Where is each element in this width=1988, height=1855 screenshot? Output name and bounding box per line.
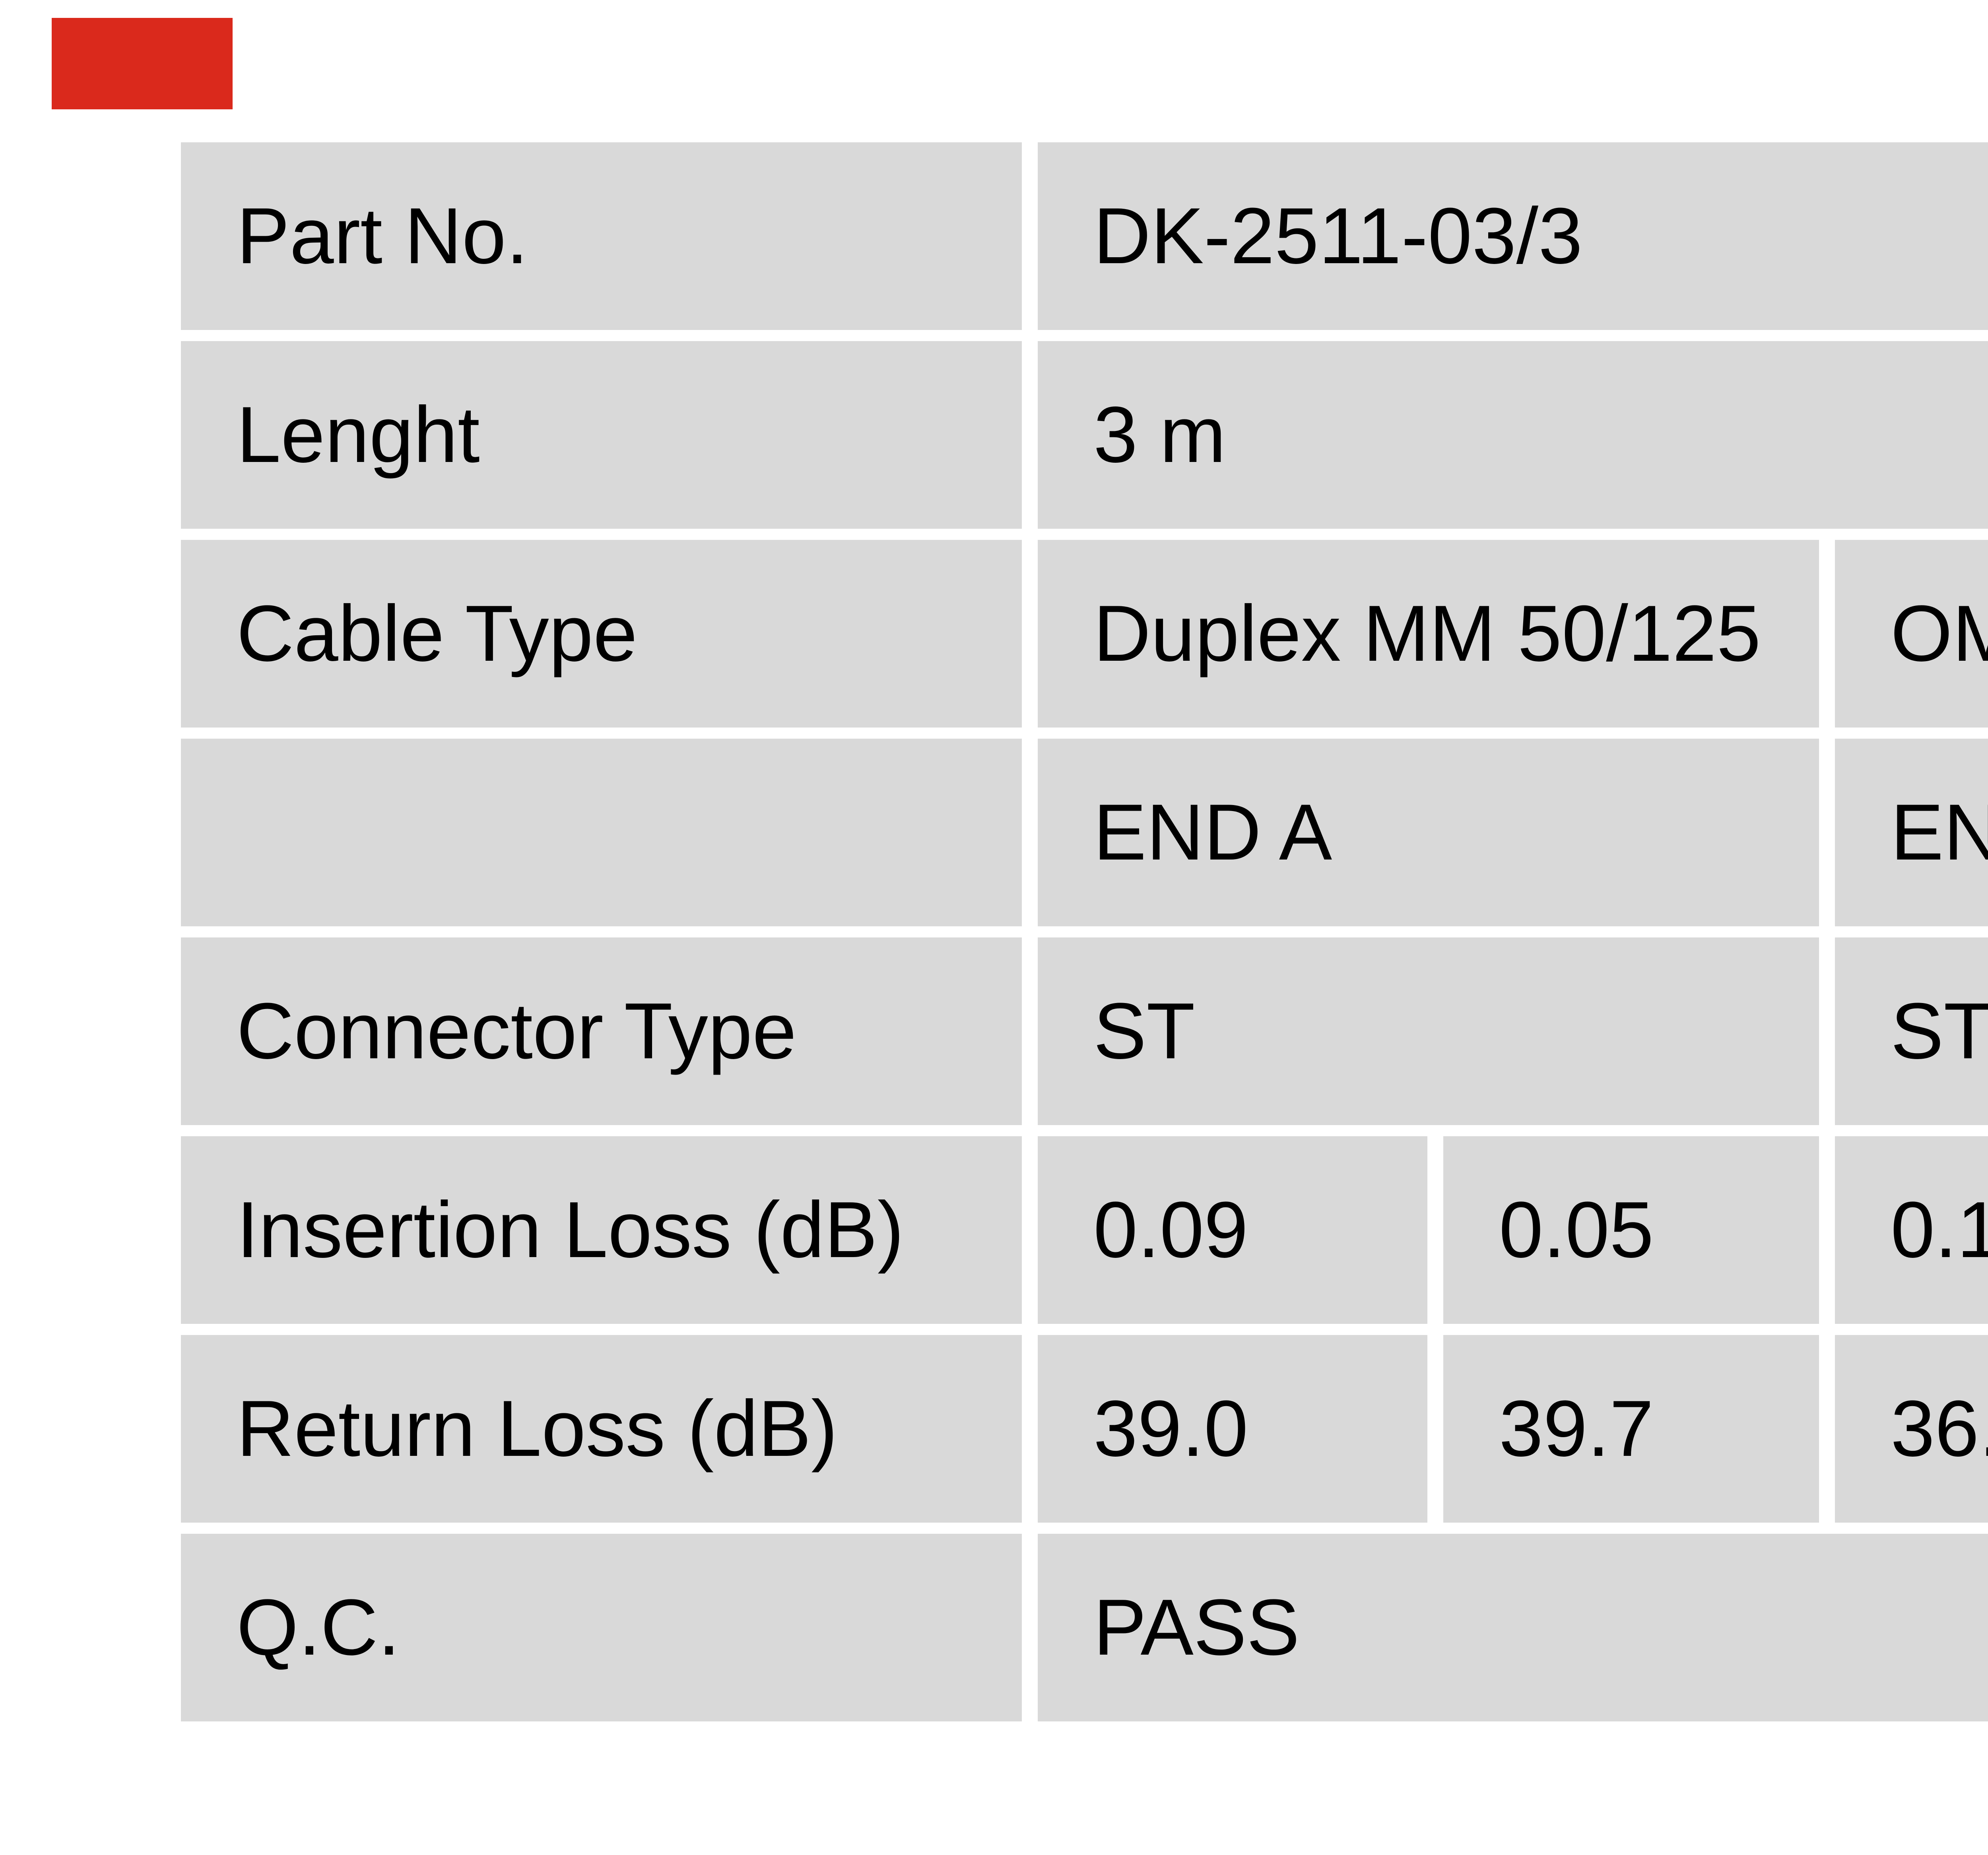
table-row-qc: Q.C. PASS [181, 1534, 1988, 1721]
table-row-end-headers: END A END B [181, 739, 1988, 926]
length-label-cell: Lenght [181, 341, 1022, 529]
return-loss-end-a1-cell: 39.0 [1038, 1335, 1427, 1523]
insertion-loss-end-a2-cell: 0.05 [1443, 1136, 1819, 1324]
table-row-return-loss: Return Loss (dB) 39.0 39.7 36.5 36.9 [181, 1335, 1988, 1523]
table-row-length: Lenght 3 m [181, 341, 1988, 529]
empty-label-cell [181, 739, 1022, 926]
insertion-loss-label-cell: Insertion Loss (dB) [181, 1136, 1022, 1324]
connector-type-label-cell: Connector Type [181, 937, 1022, 1125]
cable-type-end-b-cell: OM3 LSZH [1835, 540, 1988, 728]
qc-spec-table: Part No. DK-2511-03/3 Lenght 3 m Cable T… [181, 142, 1988, 1721]
part-no-label-cell: Part No. [181, 142, 1022, 330]
cable-type-label-cell: Cable Type [181, 540, 1022, 728]
table-row-connector-type: Connector Type ST ST [181, 937, 1988, 1125]
return-loss-label-cell: Return Loss (dB) [181, 1335, 1022, 1523]
brand-logo-block [52, 18, 233, 109]
part-no-value-cell: DK-2511-03/3 [1038, 142, 1988, 330]
qc-result-cell: PASS [1038, 1534, 1988, 1721]
end-a-header-cell: END A [1038, 739, 1819, 926]
return-loss-end-b1-cell: 36.5 [1835, 1335, 1988, 1523]
length-value-cell: 3 m [1038, 341, 1988, 529]
table-row-insertion-loss: Insertion Loss (dB) 0.09 0.05 0.16 0.15 [181, 1136, 1988, 1324]
insertion-loss-end-a1-cell: 0.09 [1038, 1136, 1427, 1324]
qc-label-cell: Q.C. [181, 1534, 1022, 1721]
connector-type-end-b-cell: ST [1835, 937, 1988, 1125]
table-row-part-no: Part No. DK-2511-03/3 [181, 142, 1988, 330]
cable-type-end-a-cell: Duplex MM 50/125 [1038, 540, 1819, 728]
insertion-loss-end-b1-cell: 0.16 [1835, 1136, 1988, 1324]
return-loss-end-a2-cell: 39.7 [1443, 1335, 1819, 1523]
end-b-header-cell: END B [1835, 739, 1988, 926]
table-row-cable-type: Cable Type Duplex MM 50/125 OM3 LSZH [181, 540, 1988, 728]
connector-type-end-a-cell: ST [1038, 937, 1819, 1125]
